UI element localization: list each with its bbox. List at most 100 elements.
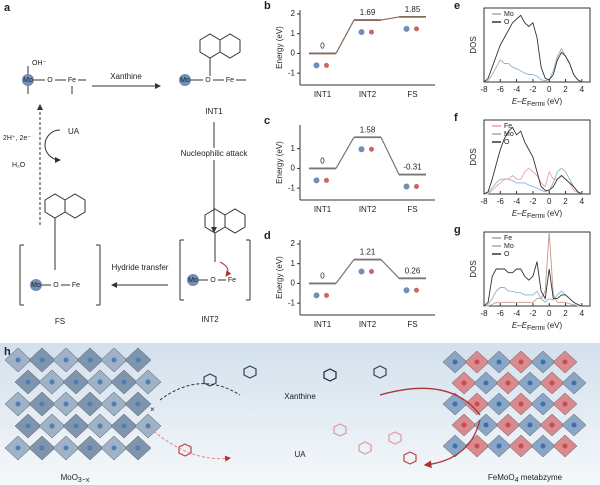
x-tick-label: -2	[529, 85, 537, 94]
x-tick-label: 0	[547, 197, 552, 206]
dos-line	[483, 261, 582, 307]
value-label: 0	[320, 157, 325, 166]
legend-label: O	[504, 19, 510, 26]
arrow	[379, 387, 481, 465]
structure-icon	[313, 177, 320, 184]
x-tick-label: -4	[513, 85, 521, 94]
atom	[97, 423, 103, 429]
x-tick-label: INT2	[359, 320, 377, 329]
atom-label: Fe	[68, 77, 76, 84]
value-label: 1.21	[360, 248, 376, 257]
value-label: 0	[320, 272, 325, 281]
atom	[49, 379, 55, 385]
panel-label: b	[264, 0, 271, 12]
structure-icon	[369, 146, 374, 152]
atom	[483, 422, 489, 428]
x-tick-label: INT1	[314, 205, 332, 214]
illustration: h × Xanthine UA MoO3−x FeMoO4 metabzyme	[0, 343, 600, 485]
step-label: Hydride transfer	[112, 263, 169, 272]
atom	[121, 423, 127, 429]
x-tick-label: 2	[563, 85, 568, 94]
molecule-icon	[178, 443, 192, 457]
atom	[452, 359, 458, 365]
atom	[111, 445, 117, 451]
atom	[87, 445, 93, 451]
atom	[73, 423, 79, 429]
value-label: 1.58	[360, 125, 376, 134]
legend-label: Fe	[504, 123, 512, 130]
material-label: MoO3−x	[61, 473, 90, 484]
atom-label: Fe	[72, 282, 80, 289]
panel-label: h	[4, 346, 11, 358]
atom-label: Fe	[228, 277, 236, 284]
atom	[73, 379, 79, 385]
legend-label: Mo	[504, 131, 514, 138]
atom	[474, 443, 480, 449]
connector	[335, 259, 355, 284]
structure-icon	[414, 26, 419, 32]
x-axis-label-sub: Fermi	[527, 101, 545, 108]
structure-icon	[324, 292, 329, 298]
x-tick-label: 4	[580, 85, 585, 94]
x-tick-label: FS	[407, 320, 417, 329]
value-label: 1.85	[405, 5, 421, 14]
mo-atom	[187, 274, 199, 286]
molecule	[190, 33, 246, 81]
legend-label: O	[504, 139, 510, 146]
structure-icon	[324, 177, 329, 183]
atom	[111, 357, 117, 363]
x-axis-label-part: E–E	[512, 321, 528, 330]
value-label: 0	[320, 42, 325, 51]
atom	[121, 379, 127, 385]
value-label: -0.31	[403, 163, 422, 172]
atom	[474, 359, 480, 365]
x-tick-label: -6	[497, 309, 505, 318]
plot-frame	[483, 231, 591, 307]
atom	[505, 380, 511, 386]
molecule-icon	[243, 365, 257, 379]
value-label: 0.26	[405, 266, 421, 275]
atom	[63, 401, 69, 407]
atom-label: OH⁻	[32, 60, 47, 67]
molecule-icon	[403, 451, 417, 465]
y-axis-label: Energy (eV)	[275, 141, 284, 184]
structure-icon	[358, 29, 365, 36]
x-tick-label: FS	[407, 205, 417, 214]
y-tick-label: 0	[291, 164, 296, 173]
atom	[87, 357, 93, 363]
legend-label: Fe	[504, 235, 512, 242]
structure-icon	[313, 292, 320, 299]
molecule	[19, 193, 101, 306]
x-tick-label: 4	[580, 197, 585, 206]
x-tick-label: 0	[547, 309, 552, 318]
structure-icon	[358, 146, 365, 153]
x-tick-label: 2	[563, 309, 568, 318]
structure-icon	[358, 268, 365, 275]
x-tick-label: INT1	[314, 320, 332, 329]
x-tick-label: -8	[480, 197, 488, 206]
x-tick-label: -2	[529, 309, 537, 318]
atom	[496, 359, 502, 365]
x-axis-label-sub: Fermi	[527, 325, 545, 332]
atom	[135, 401, 141, 407]
structure-icon	[414, 287, 419, 293]
connector	[335, 136, 355, 169]
atom	[452, 443, 458, 449]
electron-arrow	[219, 261, 232, 277]
atom	[39, 357, 45, 363]
structure-icon	[369, 29, 374, 35]
intermediate-label: INT2	[201, 315, 219, 324]
legend-label: O	[504, 251, 510, 258]
connector	[380, 259, 400, 279]
atom	[39, 401, 45, 407]
dos-line	[483, 47, 583, 83]
x-axis-label: E–EFermi (eV)	[512, 209, 563, 220]
cofactor: 2H⁺, 2e⁻	[3, 135, 31, 142]
y-tick-label: 0	[291, 279, 296, 288]
structure-icon	[403, 287, 410, 294]
atom	[518, 359, 524, 365]
x-tick-label: 2	[563, 197, 568, 206]
x-tick-label: 0	[547, 85, 552, 94]
y-tick-label: 1	[291, 144, 296, 153]
atom	[562, 443, 568, 449]
